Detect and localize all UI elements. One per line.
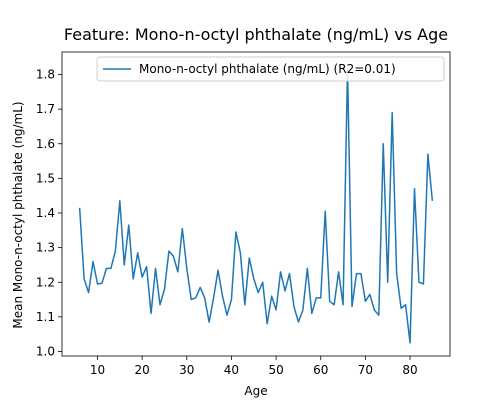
- x-tick-label: 20: [135, 363, 150, 377]
- y-tick-label: 1.1: [36, 310, 55, 324]
- x-tick-label: 30: [179, 363, 194, 377]
- legend-box: [96, 56, 445, 82]
- y-tick-label: 1.5: [36, 171, 55, 185]
- plot-area: 10 20 30 40 50 60 70 80 1.0 1.1 1.2 1.3 1.4 1.5 1.6 1.7…: [36, 51, 451, 377]
- x-tick-label: 70: [358, 363, 373, 377]
- y-axis-label: Mean Mono-n-octyl phthalate (ng/mL): [11, 101, 25, 328]
- axes-frame: [61, 51, 451, 357]
- y-tick-label: 1.6: [36, 137, 55, 151]
- x-tick-label: 60: [313, 363, 328, 377]
- x-tick-label: 50: [268, 363, 283, 377]
- y-tick-label: 1.4: [36, 206, 55, 220]
- legend-entry: Mono-n-octyl phthalate (ng/mL) (R2=0.01): [139, 62, 396, 76]
- chart-title: Feature: Mono-n-octyl phthalate (ng/mL) …: [64, 25, 448, 44]
- y-tick-label: 1.3: [36, 241, 55, 255]
- y-tick-label: 1.0: [36, 344, 55, 358]
- x-tick-label: 10: [90, 363, 105, 377]
- y-tick-label: 1.8: [36, 68, 55, 82]
- series-line-0: [78, 66, 434, 344]
- x-tick-label: 80: [402, 363, 417, 377]
- x-axis-label: Age: [244, 384, 267, 398]
- x-tick-label: 40: [224, 363, 239, 377]
- y-tick-label: 1.2: [36, 275, 55, 289]
- y-tick-label: 1.7: [36, 102, 55, 116]
